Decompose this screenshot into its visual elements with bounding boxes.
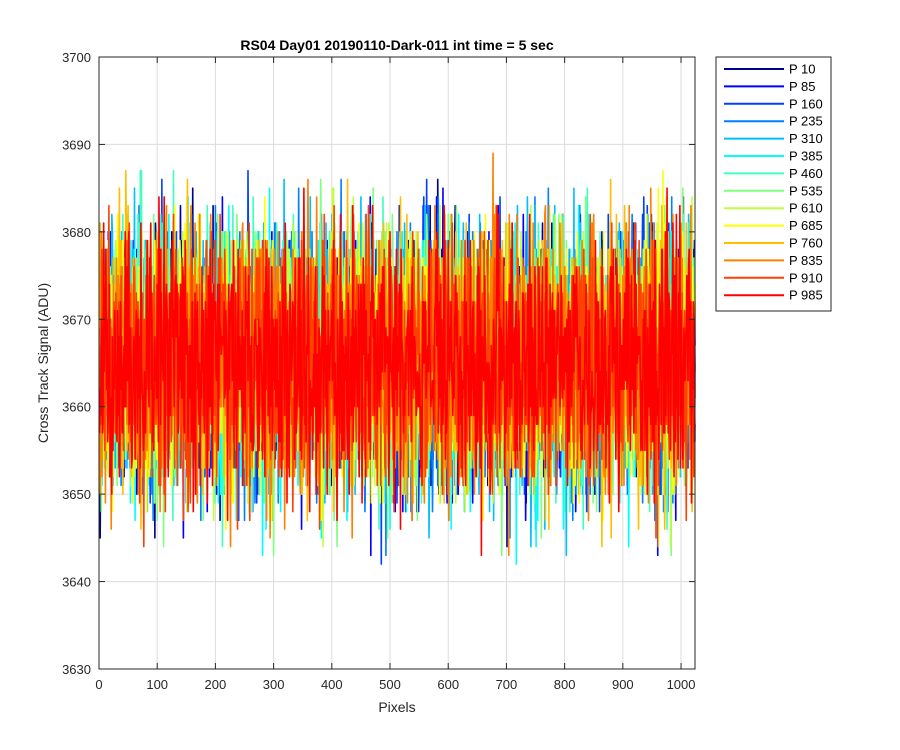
y-tick-label: 3680 [62, 225, 91, 240]
legend-label: P 460 [789, 166, 823, 181]
legend-label: P 310 [789, 131, 823, 146]
y-tick-label: 3660 [62, 400, 91, 415]
legend-label: P 85 [789, 79, 816, 94]
plot-frame [98, 56, 696, 670]
y-tick-label: 3670 [62, 312, 91, 327]
legend-label: P 760 [789, 236, 823, 251]
y-tick-label: 3630 [62, 662, 91, 677]
legend-label: P 685 [789, 218, 823, 233]
series-layer [98, 152, 696, 565]
legend-label: P 910 [789, 270, 823, 285]
ticks: 0 100 200 300 400 500 600 700 800 900 1000 3630 3640… [62, 50, 695, 692]
legend-label: P 385 [789, 149, 823, 164]
x-tick-label: 700 [496, 677, 518, 692]
y-axis-label: Cross Track Signal (ADU) [35, 283, 51, 443]
chart-title: RS04 Day01 20190110-Dark-011 int time = … [240, 37, 553, 53]
x-tick-label: 800 [554, 677, 576, 692]
y-tick-label: 3690 [62, 137, 91, 152]
x-tick-label: 400 [321, 677, 343, 692]
legend-label: P 985 [789, 288, 823, 303]
legend-label: P 610 [789, 201, 823, 216]
x-tick-label: 500 [379, 677, 401, 692]
x-tick-label: 1000 [667, 677, 696, 692]
legend-label: P 835 [789, 253, 823, 268]
legend-label: P 160 [789, 96, 823, 111]
y-tick-label: 3650 [62, 487, 91, 502]
x-tick-label: 300 [263, 677, 285, 692]
legend-label: P 235 [789, 114, 823, 129]
legend-box [715, 56, 832, 312]
y-tick-label: 3640 [62, 575, 91, 590]
legend-label: P 10 [789, 62, 816, 77]
x-tick-label: 100 [146, 677, 168, 692]
x-tick-label: 600 [437, 677, 459, 692]
x-axis-label: Pixels [378, 699, 415, 715]
x-tick-label: 200 [205, 677, 227, 692]
legend-label: P 535 [789, 183, 823, 198]
series-line-p985 [98, 187, 696, 557]
legend: P 10 P 85 P 160 P 235 P 310 P 385 P 460 P 535 P … [715, 56, 832, 312]
x-tick-label: 900 [612, 677, 634, 692]
y-tick-label: 3700 [62, 50, 91, 65]
x-tick-label: 0 [95, 677, 102, 692]
